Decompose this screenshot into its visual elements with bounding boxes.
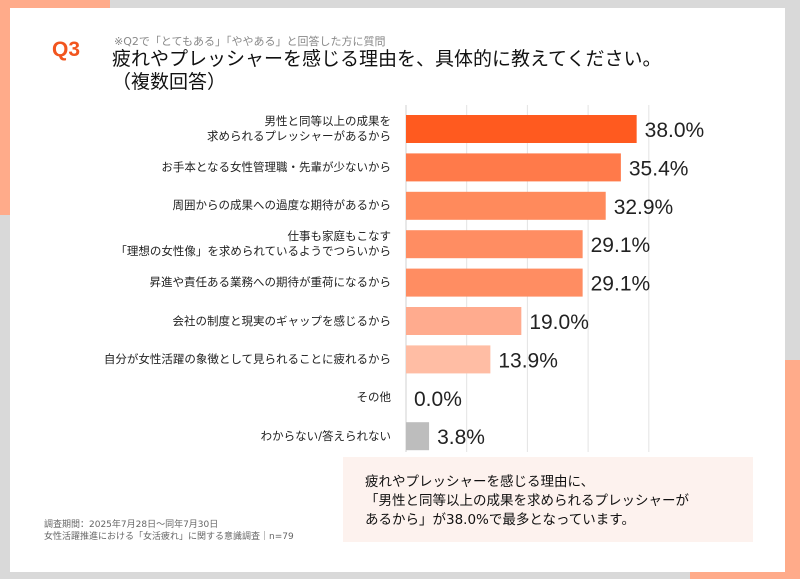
data-label: 32.9% [614,196,674,219]
bar [406,307,522,335]
data-label: 29.1% [591,273,651,296]
category-label-line: 周囲からの成果への過度な期待があるから [172,198,392,213]
data-label: 3.8% [437,426,485,449]
page-title: 疲れやプレッシャーを感じる理由を、具体的に教えてください。 （複数回答） [112,48,661,94]
category-label: 仕事も家庭もこなす 「理想の女性像」を求められているようでつらいから [115,229,391,259]
bar [406,268,583,297]
category-label-line: 仕事も家庭もこなす [287,229,392,244]
category-label: 自分が女性活躍の象徴として見られることに疲れるから [104,352,391,367]
bar [406,115,637,143]
question-note: ※Q2で「とてもある」「ややある」と回答した方に質問 [114,35,386,48]
category-label: 会社の制度と現実のギャップを感じるから [173,314,392,329]
category-label-line: 求められるプレッシャーがあるから [207,129,391,143]
data-label: 13.9% [498,349,558,372]
accent-right-strip [785,360,800,579]
survey-name: 女性活躍推進における「女活疲れ」に関する意識調査｜n=79 [44,532,294,542]
category-label-line: その他 [356,390,392,405]
category-label: わからない/答えられない [261,429,391,444]
accent-left-strip [0,0,10,215]
category-label: 周囲からの成果への過度な期待があるから [173,198,392,213]
callout-line: 「男性と同等以上の成果を求められるプレッシャーが [365,493,689,509]
callout-line: 疲れやプレッシャーを感じる理由に、 [365,474,595,490]
category-label: 昇進や責任ある業務への期待が重荷になるから [150,275,392,290]
category-label: 男性と同等以上の成果を 求められるプレッシャーがあるから [207,114,391,144]
data-label: 29.1% [591,234,651,257]
bar [406,422,430,451]
title-line: 疲れやプレッシャーを感じる理由を、具体的に教えてください。 [112,48,662,70]
callout-text: 疲れやプレッシャーを感じる理由に、 「男性と同等以上の成果を求められるプレッシャ… [365,473,689,530]
category-label: その他 [357,390,392,405]
category-label: お手本となる女性管理職・先輩が少ないから [161,160,391,175]
accent-top-left [0,0,110,8]
data-label: 0.0% [414,388,462,411]
data-label: 38.0% [645,119,705,142]
bar [406,345,491,374]
category-label-line: 昇進や責任ある業務への期待が重荷になるから [149,275,392,290]
survey-footer: 調査期間：2025年7月28日〜同年7月30日 女性活躍推進における「女活疲れ」… [44,519,294,543]
data-label: 19.0% [529,311,589,334]
question-number: Q3 [52,38,81,61]
category-label-line: わからない/答えられない [260,428,391,443]
category-label-line: 男性と同等以上の成果を [264,114,392,128]
category-label-line: 自分が女性活躍の象徴として見られることに疲れるから [103,351,391,366]
callout-line: あるから」が38.0%で最多となっています。 [365,512,635,528]
bar [406,230,583,259]
data-label: 35.4% [629,157,689,180]
title-line: （複数回答） [112,71,227,93]
accent-bottom-right [690,572,800,579]
category-label-line: お手本となる女性管理職・先輩が少ないから [161,159,391,174]
summary-callout: 疲れやプレッシャーを感じる理由に、 「男性と同等以上の成果を求められるプレッシャ… [343,457,753,542]
category-label-line: 会社の制度と現実のギャップを感じるから [172,313,392,328]
survey-period: 調査期間：2025年7月28日〜同年7月30日 [44,520,219,530]
bar [406,153,621,182]
bar [406,191,606,220]
category-label-line: 「理想の女性像」を求められているようでつらいから [115,244,391,259]
